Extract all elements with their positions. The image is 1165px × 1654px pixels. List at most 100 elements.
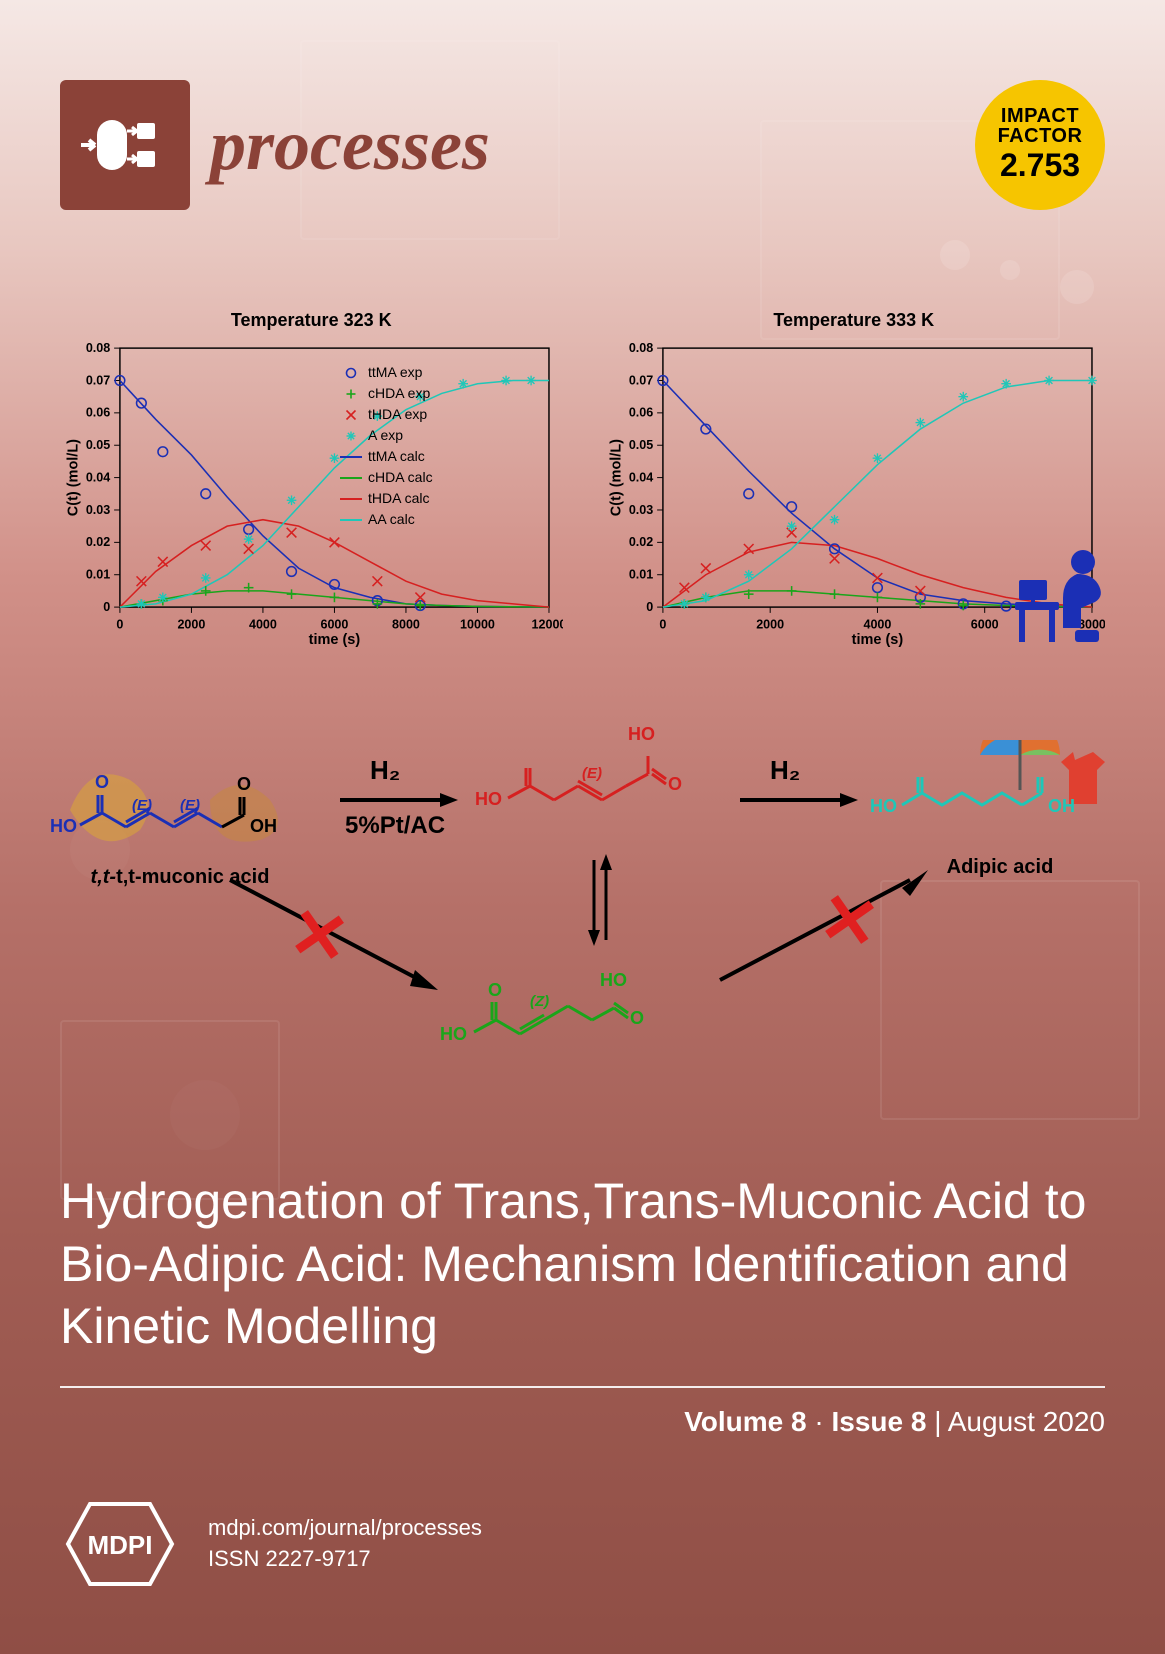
svg-text:HO: HO bbox=[870, 796, 897, 816]
svg-text:C(t) (mol/L): C(t) (mol/L) bbox=[65, 439, 81, 516]
svg-text:O: O bbox=[630, 1008, 644, 1028]
svg-text:2000: 2000 bbox=[177, 617, 205, 631]
impact-label-1: IMPACT bbox=[1001, 106, 1079, 126]
svg-text:0.04: 0.04 bbox=[86, 470, 110, 484]
svg-text:0: 0 bbox=[103, 600, 110, 614]
svg-text:0: 0 bbox=[116, 617, 123, 631]
svg-text:8000: 8000 bbox=[392, 617, 420, 631]
charts-row: Temperature 323 K 0 0.01 0.02 0.03 0.04 0.05 0… bbox=[60, 310, 1105, 690]
reaction-scheme: O HO (E) (E) O OH t,t-t,t-muconi bbox=[40, 720, 1125, 1100]
svg-text:0.02: 0.02 bbox=[628, 535, 652, 549]
svg-text:6000: 6000 bbox=[320, 617, 348, 631]
svg-text:0.04: 0.04 bbox=[628, 470, 652, 484]
svg-text:12000: 12000 bbox=[532, 617, 563, 631]
svg-text:HO: HO bbox=[50, 816, 77, 836]
catalyst-label: 5%Pt/AC bbox=[345, 812, 445, 840]
chart-title-right: Temperature 333 K bbox=[603, 310, 1106, 331]
svg-text:O: O bbox=[488, 980, 502, 1000]
journal-header: processes bbox=[60, 80, 490, 210]
svg-text:0.05: 0.05 bbox=[628, 438, 652, 452]
volume: Volume 8 bbox=[684, 1406, 806, 1437]
chart-323k: Temperature 323 K 00.010.020.030.040.050… bbox=[60, 310, 563, 690]
issue: Issue 8 bbox=[832, 1406, 927, 1437]
svg-text:0.08: 0.08 bbox=[628, 341, 652, 355]
impact-factor-badge: IMPACT FACTOR 2.753 bbox=[975, 80, 1105, 210]
h2-label-2: H₂ bbox=[770, 755, 800, 786]
svg-text:0.02: 0.02 bbox=[86, 535, 110, 549]
legend-label: tHDA calc bbox=[368, 488, 429, 509]
svg-text:0.01: 0.01 bbox=[628, 568, 652, 582]
svg-text:4000: 4000 bbox=[249, 617, 277, 631]
thda-structure-icon: HO HO (E) O bbox=[470, 720, 730, 840]
arrow-2 bbox=[740, 790, 860, 810]
legend-item: ttMA calc bbox=[340, 446, 433, 467]
legend-item: tHDA exp bbox=[340, 404, 433, 425]
svg-text:O: O bbox=[95, 772, 109, 792]
title-divider bbox=[60, 1386, 1105, 1388]
legend-label: ttMA exp bbox=[368, 362, 422, 383]
arrow-1 bbox=[340, 790, 460, 810]
svg-text:MDPI: MDPI bbox=[88, 1530, 153, 1560]
mdpi-logo-icon: MDPI bbox=[60, 1494, 180, 1594]
svg-text:C(t) (mol/L): C(t) (mol/L) bbox=[608, 439, 624, 516]
journal-issn: ISSN 2227-9717 bbox=[208, 1544, 482, 1575]
issue-line: Volume 8 · Issue 8 | August 2020 bbox=[60, 1406, 1105, 1438]
ttma-structure-icon: O HO (E) (E) O OH bbox=[40, 750, 320, 860]
svg-text:0.07: 0.07 bbox=[628, 373, 652, 387]
svg-text:0.03: 0.03 bbox=[86, 503, 110, 517]
svg-text:0.07: 0.07 bbox=[86, 373, 110, 387]
impact-label-2: FACTOR bbox=[998, 126, 1083, 146]
svg-text:time (s): time (s) bbox=[309, 632, 361, 648]
legend-item: cHDA exp bbox=[340, 383, 433, 404]
legend-item: AA calc bbox=[340, 509, 433, 530]
svg-text:HO: HO bbox=[628, 724, 655, 744]
svg-text:4000: 4000 bbox=[863, 617, 891, 631]
svg-text:OH: OH bbox=[250, 816, 277, 836]
chart-333k: Temperature 333 K 0 0.01 0.02 0.03 0.04 0.05 0… bbox=[603, 310, 1106, 690]
svg-text:(E): (E) bbox=[132, 797, 152, 814]
legend-label: cHDA exp bbox=[368, 383, 430, 404]
chart-svg-left: 00.010.020.030.040.050.060.070.080200040… bbox=[60, 335, 563, 655]
legend-label: tHDA exp bbox=[368, 404, 427, 425]
person-at-desk-icon bbox=[1005, 540, 1115, 650]
svg-text:HO: HO bbox=[475, 789, 502, 809]
legend-item: ttMA exp bbox=[340, 362, 433, 383]
legend-label: ttMA calc bbox=[368, 446, 425, 467]
svg-text:2000: 2000 bbox=[756, 617, 784, 631]
journal-logo bbox=[60, 80, 190, 210]
journal-name: processes bbox=[210, 104, 490, 187]
article-title: Hydrogenation of Trans,Trans-Muconic Aci… bbox=[60, 1170, 1105, 1358]
article-title-block: Hydrogenation of Trans,Trans-Muconic Aci… bbox=[60, 1170, 1105, 1438]
legend-label: cHDA calc bbox=[368, 467, 433, 488]
chart-title-left: Temperature 323 K bbox=[60, 310, 563, 331]
svg-text:HO: HO bbox=[440, 1024, 467, 1044]
issue-date: August 2020 bbox=[948, 1406, 1105, 1437]
svg-text:OH: OH bbox=[1048, 796, 1075, 816]
svg-text:time (s): time (s) bbox=[851, 632, 903, 648]
legend-item: tHDA calc bbox=[340, 488, 433, 509]
journal-url: mdpi.com/journal/processes bbox=[208, 1513, 482, 1544]
svg-text:(E): (E) bbox=[582, 765, 602, 782]
svg-text:0: 0 bbox=[659, 617, 666, 631]
adipic-structure-icon: HO OH bbox=[870, 740, 1130, 850]
chda-structure-icon: HO O (Z) HO O bbox=[440, 950, 720, 1060]
svg-text:(Z): (Z) bbox=[530, 993, 549, 1010]
svg-text:O: O bbox=[237, 774, 251, 794]
chart-legend: ttMA expcHDA exptHDA expA expttMA calccH… bbox=[340, 362, 433, 530]
footer: MDPI mdpi.com/journal/processes ISSN 222… bbox=[60, 1494, 482, 1594]
svg-text:6000: 6000 bbox=[970, 617, 998, 631]
svg-text:HO: HO bbox=[600, 970, 627, 990]
legend-label: AA calc bbox=[368, 509, 415, 530]
svg-text:0.06: 0.06 bbox=[86, 406, 110, 420]
svg-text:0.03: 0.03 bbox=[628, 503, 652, 517]
svg-text:0: 0 bbox=[646, 600, 653, 614]
svg-text:(E): (E) bbox=[180, 797, 200, 814]
svg-text:0.06: 0.06 bbox=[628, 406, 652, 420]
svg-text:0.05: 0.05 bbox=[86, 438, 110, 452]
legend-item: A exp bbox=[340, 425, 433, 446]
legend-label: A exp bbox=[368, 425, 403, 446]
impact-value: 2.753 bbox=[1000, 146, 1080, 184]
svg-text:O: O bbox=[668, 774, 682, 794]
h2-label-1: H₂ bbox=[370, 755, 400, 786]
svg-text:10000: 10000 bbox=[460, 617, 495, 631]
